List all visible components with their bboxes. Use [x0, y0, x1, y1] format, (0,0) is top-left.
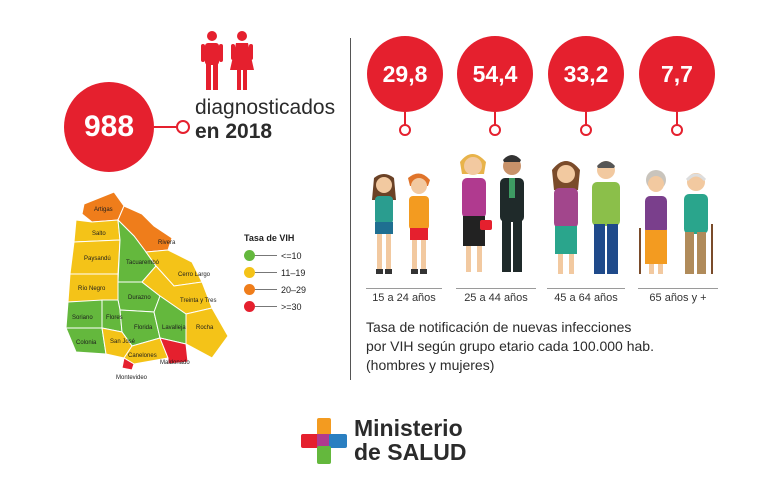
total-connector-dot [176, 120, 190, 134]
map-label-durazno: Durazno [128, 295, 151, 301]
caption-line1: Tasa de notificación de nuevas infeccion… [366, 319, 632, 335]
rate-bubble-15-24: 29,8 [367, 36, 443, 112]
logo-line2: de SALUD [354, 439, 467, 465]
caption-line2: por VIH según grupo etario cada 100.000 … [366, 338, 654, 354]
legend-label: 20–29 [281, 284, 307, 295]
ministry-logo-text: Ministerio de SALUD [354, 416, 466, 464]
age-label: 65 años y + [649, 292, 707, 304]
dept-rocha [185, 307, 229, 359]
map-label-canelones: Canelones [128, 353, 157, 359]
legend-swatch-yellow [244, 267, 255, 278]
map-label-rocha: Rocha [196, 325, 214, 331]
total-connector [154, 126, 180, 128]
map-label-cerro-largo: Cerro Largo [178, 272, 211, 278]
map-label-colonia: Colonia [76, 340, 97, 346]
legend-title: Tasa de VIH [244, 233, 295, 243]
age-rule [456, 288, 536, 289]
legend-swatch-green [244, 250, 255, 261]
bubble-connector [404, 112, 406, 126]
legend-line [255, 289, 277, 290]
legend-swatch-orange [244, 284, 255, 295]
caption: Tasa de notificación de nuevas infeccion… [366, 318, 654, 375]
dept-montevideo [121, 357, 135, 371]
bubble-connector-dot [671, 124, 683, 136]
legend-label: >=30 [281, 301, 302, 312]
map-label-montevideo: Montevideo [116, 375, 148, 381]
total-label: diagnosticados en 2018 [195, 96, 335, 144]
rate-value: 54,4 [472, 60, 518, 87]
middle-age-couple-illustration [552, 161, 620, 274]
rate-bubble-45-64: 33,2 [548, 36, 624, 112]
age-rule [638, 288, 718, 289]
legend-item: >=30 [244, 301, 302, 312]
adult-couple-illustration [460, 154, 524, 272]
map-label-tacuarembo: Tacuarembó [126, 260, 160, 266]
age-label: 15 a 24 años [372, 292, 436, 304]
map-label-rio-negro: Río Negro [78, 286, 106, 292]
map-label-san-jose: San José [110, 339, 136, 345]
caption-line3: (hombres y mujeres) [366, 357, 495, 373]
uruguay-map: Artigas Salto Paysandú Río Negro Soriano… [65, 191, 229, 381]
legend-swatch-red [244, 301, 255, 312]
map-label-soriano: Soriano [72, 315, 93, 321]
bubble-connector [494, 112, 496, 126]
map-label-maldonado: Maldonado [160, 360, 190, 366]
rate-bubble-25-44: 54,4 [457, 36, 533, 112]
age-label: 45 a 64 años [554, 292, 618, 304]
map-label-artigas: Artigas [94, 207, 113, 213]
legend-label: 11–19 [281, 267, 306, 278]
total-count-bubble: 988 [64, 82, 154, 172]
map-label-rivera: Rivera [158, 240, 176, 246]
rate-value: 33,2 [563, 60, 609, 87]
rate-bubble-65-plus: 7,7 [639, 36, 715, 112]
legend-item: 20–29 [244, 284, 306, 295]
bubble-connector-dot [580, 124, 592, 136]
bubble-connector [676, 112, 678, 126]
total-label-line1: diagnosticados [195, 96, 336, 119]
map-label-florida: Florida [134, 325, 153, 331]
total-count: 988 [83, 110, 135, 143]
rate-value: 7,7 [661, 60, 693, 87]
bubble-connector [585, 112, 587, 126]
bubble-connector-dot [489, 124, 501, 136]
age-label: 25 a 44 años [464, 292, 528, 304]
legend-line [255, 255, 277, 256]
legend-line [255, 272, 277, 273]
total-label-line2: en 2018 [195, 120, 273, 143]
man-woman-icon [201, 31, 254, 90]
age-rule [547, 288, 625, 289]
health-cross-icon [301, 418, 347, 464]
legend-label: <=10 [281, 250, 302, 261]
map-label-treinta-y-tres: Treinta y Tres [180, 298, 216, 304]
legend-line [255, 306, 277, 307]
bubble-connector-dot [399, 124, 411, 136]
map-label-lavalleja: Lavalleja [162, 325, 186, 331]
vertical-divider [350, 38, 351, 380]
rate-value: 29,8 [382, 60, 428, 87]
dept-maldonado [159, 337, 189, 365]
senior-couple-illustration [639, 170, 713, 274]
dept-canelones [123, 337, 169, 365]
age-rule [366, 288, 442, 289]
map-label-salto: Salto [92, 231, 106, 237]
legend-item: 11–19 [244, 267, 305, 278]
youth-couple-illustration [372, 173, 430, 274]
legend-item: <=10 [244, 250, 302, 261]
logo-line1: Ministerio [354, 415, 463, 441]
map-label-paysandu: Paysandú [84, 256, 111, 262]
dept-soriano [65, 299, 103, 329]
map-label-flores: Flores [106, 315, 123, 321]
